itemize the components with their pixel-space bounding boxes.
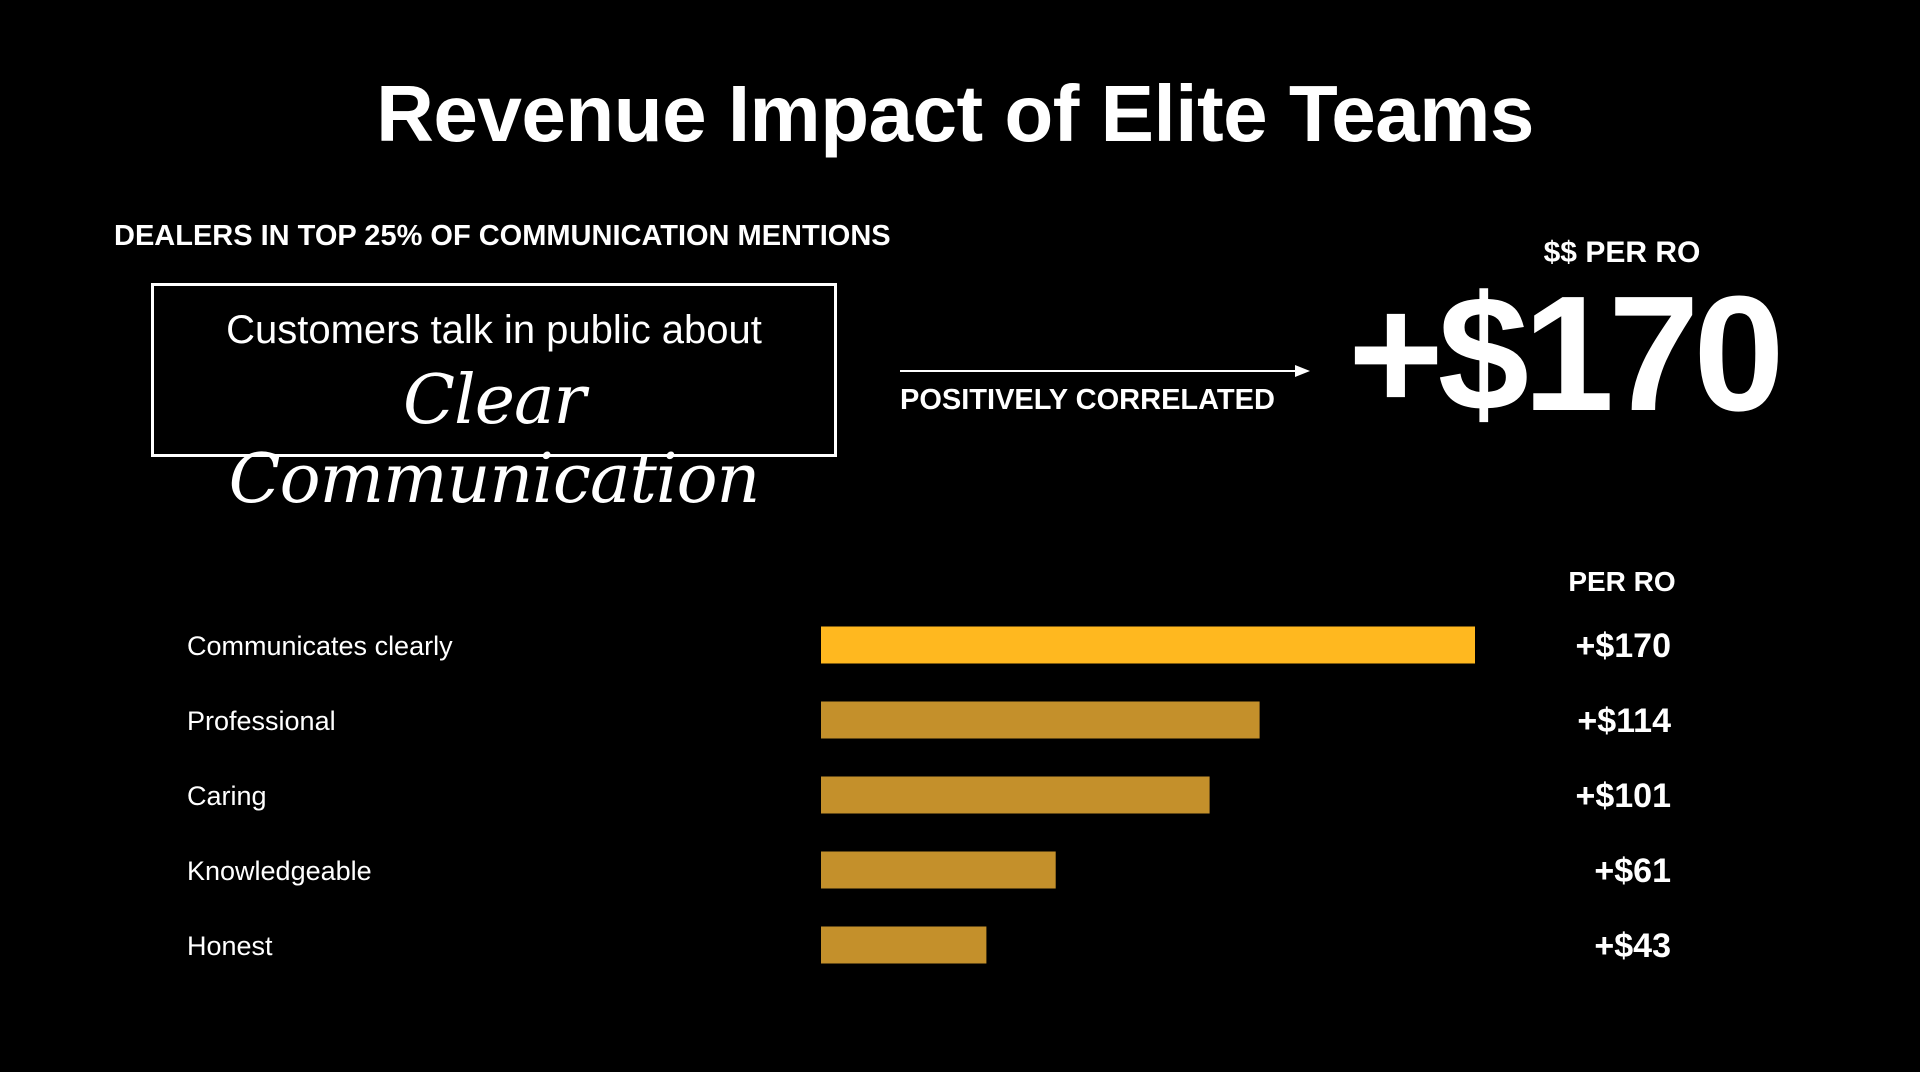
quote-box: Customers talk in public about Clear Com… [151, 283, 837, 519]
quote-line-1: Customers talk in public about [226, 308, 762, 352]
right-arrow-icon [900, 365, 1310, 377]
value-label: +$170 [1576, 627, 1672, 665]
headline-label: $$ PER RO [1543, 236, 1701, 269]
bar [821, 851, 1056, 889]
category-label: Honest [187, 931, 273, 961]
slide-title: Revenue Impact of Elite Teams [376, 69, 1534, 158]
quote-line-2: Clear Communication [228, 361, 761, 519]
bar [821, 701, 1260, 739]
bar [821, 776, 1210, 814]
value-label: +$43 [1594, 927, 1671, 965]
category-label: Communicates clearly [187, 631, 453, 661]
headline-value: +$170 [1348, 262, 1785, 445]
category-label: Professional [187, 706, 336, 736]
dealers-label: DEALERS IN TOP 25% OF COMMUNICATION MENT… [114, 220, 891, 252]
value-column-header: PER RO [1568, 566, 1676, 597]
value-label: +$114 [1577, 702, 1671, 740]
correlation-label: POSITIVELY CORRELATED [900, 384, 1275, 416]
category-label: Caring [187, 781, 267, 811]
bar [821, 626, 1475, 664]
bar [821, 926, 987, 964]
value-label: +$61 [1594, 852, 1671, 890]
category-label: Knowledgeable [187, 856, 372, 886]
value-label: +$101 [1576, 777, 1672, 815]
